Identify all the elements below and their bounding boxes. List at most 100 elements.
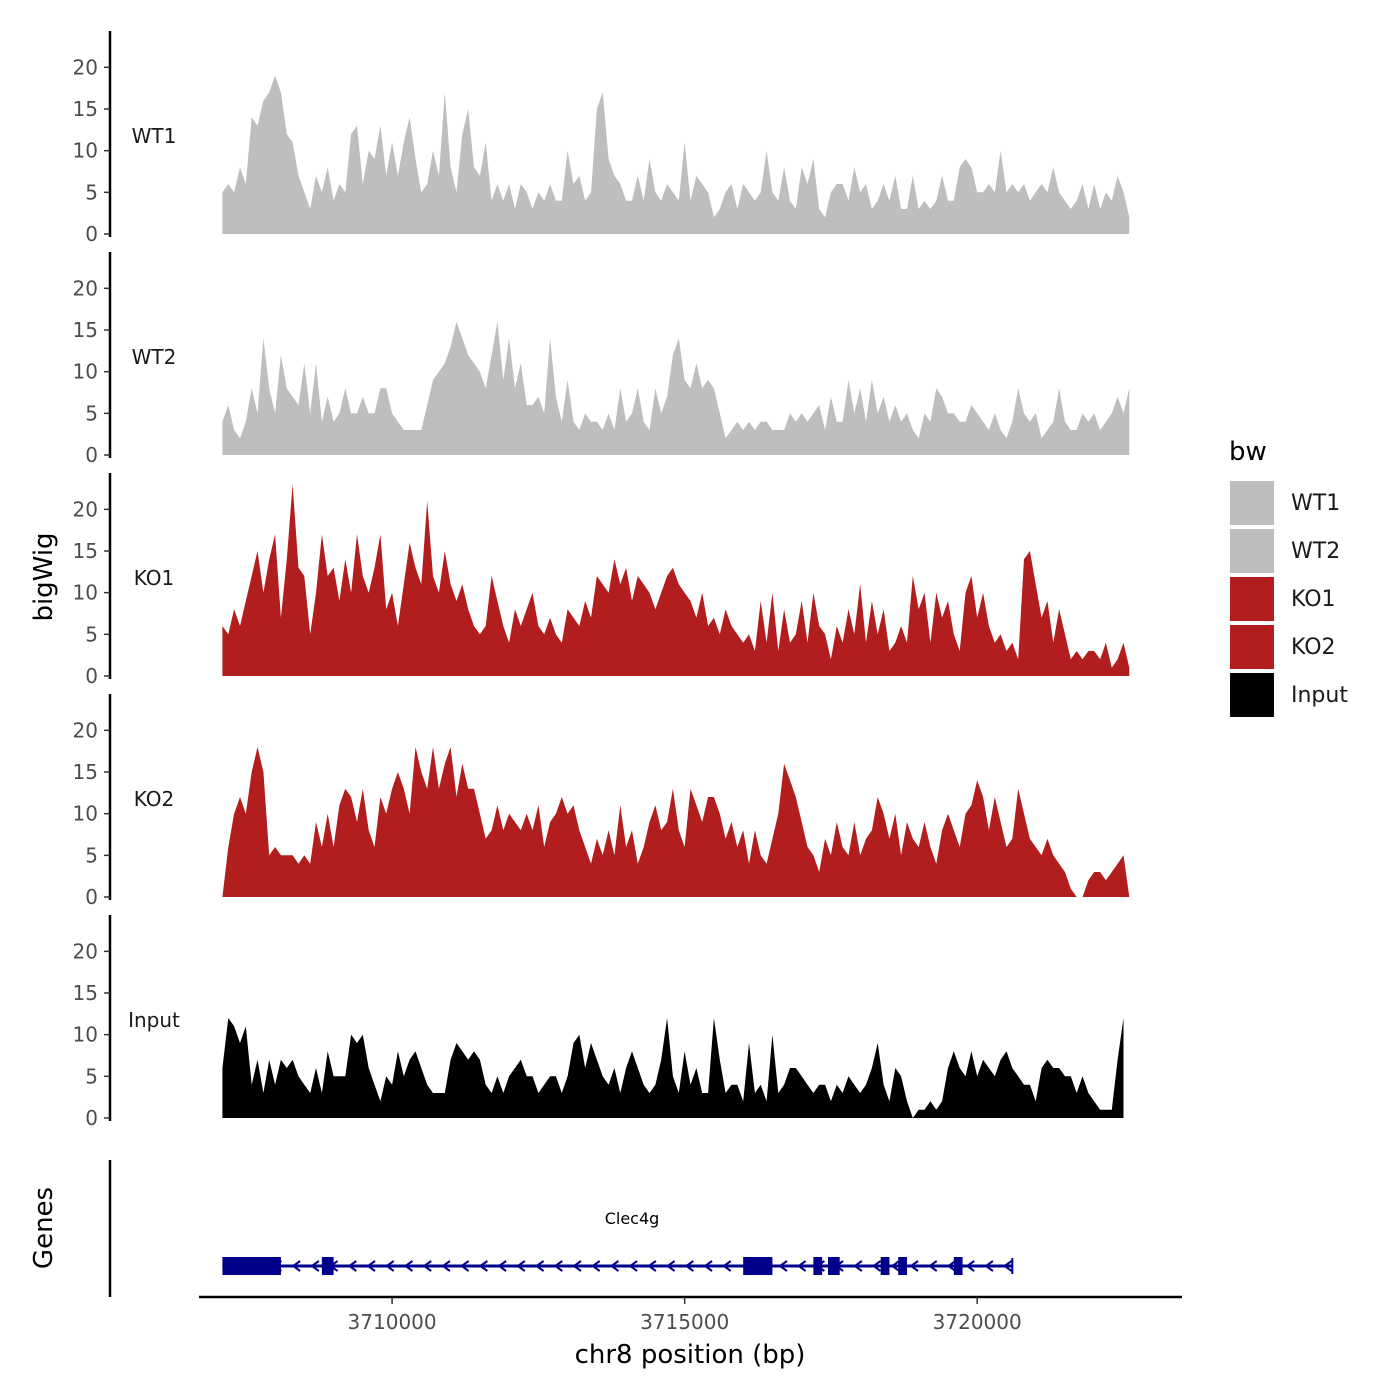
y-tick-label-wt1-15: 15 — [73, 97, 98, 121]
track-label-wt2: WT2 — [132, 345, 177, 369]
strand-arrow — [422, 1260, 432, 1272]
track-ko2: 0 5 10 15 20 KO2 — [73, 694, 1130, 909]
strand-arrow — [403, 1260, 414, 1272]
strand-arrow — [965, 1260, 975, 1272]
genes-axis-title: Genes — [29, 1187, 59, 1269]
y-tick-label-ko2-10: 10 — [73, 802, 98, 826]
exon-1 — [222, 1257, 281, 1275]
strand-arrow — [310, 1260, 320, 1272]
strand-arrow — [984, 1260, 994, 1272]
x-tick-label-3715000: 3715000 — [640, 1310, 729, 1334]
y-tick-label-ko1-10: 10 — [73, 581, 98, 605]
strand-arrow — [534, 1260, 545, 1272]
area-wt2 — [222, 321, 1130, 455]
y-tick-label-ko2-5: 5 — [85, 843, 98, 867]
strand-arrow — [291, 1260, 301, 1272]
strand-arrow — [572, 1260, 582, 1272]
y-tick-label-wt1-20: 20 — [73, 55, 98, 79]
strand-arrow — [853, 1260, 863, 1272]
y-tick-label-wt1-0: 0 — [85, 222, 98, 246]
strand-arrow — [1002, 1260, 1013, 1272]
legend-label-wt1: WT1 — [1291, 491, 1340, 516]
strand-arrow — [628, 1260, 638, 1272]
legend: bw WT1 WT2 KO1 KO2 Input — [1228, 437, 1348, 719]
legend-label-wt2: WT2 — [1291, 539, 1340, 564]
gene-track: Genes Clec4g — [29, 1160, 1014, 1297]
y-axis-title: bigWig — [29, 532, 59, 621]
legend-swatch-wt1 — [1228, 479, 1276, 527]
strand-arrow — [366, 1260, 376, 1272]
strand-arrow — [647, 1260, 657, 1272]
track-wt1: 0 5 10 15 20 WT1 — [73, 31, 1130, 246]
gene-model — [222, 1257, 1014, 1275]
legend-label-input: Input — [1291, 683, 1348, 708]
x-tick-label-3710000: 3710000 — [348, 1310, 437, 1334]
area-wt1 — [222, 75, 1130, 234]
y-tick-label-input-10: 10 — [73, 1023, 98, 1047]
y-tick-label-wt2-15: 15 — [73, 318, 98, 342]
area-input — [222, 1018, 1124, 1118]
exon-3 — [743, 1257, 773, 1275]
strand-arrow — [459, 1260, 470, 1272]
track-wt2: 0 5 10 15 20 WT2 — [73, 252, 1130, 467]
legend-label-ko1: KO1 — [1291, 587, 1336, 612]
y-tick-label-input-0: 0 — [85, 1106, 98, 1130]
y-tick-label-wt2-20: 20 — [73, 276, 98, 300]
y-tick-label-input-15: 15 — [73, 981, 98, 1005]
strand-arrow — [928, 1260, 938, 1272]
strand-arrow — [665, 1260, 676, 1272]
strand-arrow — [722, 1260, 732, 1272]
strand-arrow — [778, 1260, 788, 1272]
x-axis: 3710000 3715000 3720000 chr8 position (bp) — [199, 1295, 1182, 1370]
strand-arrow — [497, 1260, 507, 1272]
legend-entries: WT1 WT2 KO1 KO2 Input — [1228, 479, 1348, 719]
gene-name-label: Clec4g — [605, 1209, 660, 1228]
y-tick-label-ko2-0: 0 — [85, 885, 98, 909]
strand-arrow — [871, 1260, 882, 1272]
strand-arrow — [478, 1260, 488, 1272]
area-ko1 — [222, 484, 1130, 676]
y-tick-label-ko1-5: 5 — [85, 622, 98, 646]
strand-arrow — [385, 1260, 395, 1272]
exon-2 — [321, 1257, 334, 1275]
exon-7 — [898, 1257, 907, 1275]
x-axis-ticks: 3710000 3715000 3720000 — [348, 1297, 1022, 1334]
exon-5 — [828, 1257, 840, 1275]
strand-arrow — [516, 1260, 526, 1272]
strand-arrow — [590, 1260, 601, 1272]
exon-4 — [813, 1257, 823, 1275]
strand-arrow — [796, 1260, 807, 1272]
y-tick-label-ko2-15: 15 — [73, 760, 98, 784]
y-tick-label-ko1-20: 20 — [73, 497, 98, 521]
strand-arrow — [441, 1260, 451, 1272]
strand-arrow — [890, 1260, 900, 1272]
track-label-ko2: KO2 — [134, 787, 175, 811]
strand-arrow — [703, 1260, 713, 1272]
exon-8 — [953, 1257, 963, 1275]
y-tick-label-wt2-0: 0 — [85, 443, 98, 467]
y-tick-label-wt1-5: 5 — [85, 180, 98, 204]
track-input: 0 5 10 15 20 Input — [73, 915, 1124, 1130]
y-tick-label-input-20: 20 — [73, 939, 98, 963]
legend-swatch-wt2 — [1228, 527, 1276, 575]
y-tick-label-input-5: 5 — [85, 1064, 98, 1088]
strand-arrow — [684, 1260, 694, 1272]
area-ko2 — [222, 747, 1130, 897]
legend-swatch-ko1 — [1228, 575, 1276, 623]
track-ko1: 0 5 10 15 20 KO1 — [73, 473, 1130, 688]
x-axis-title: chr8 position (bp) — [575, 1340, 806, 1370]
track-label-ko1: KO1 — [134, 566, 175, 590]
y-tick-label-wt2-5: 5 — [85, 401, 98, 425]
x-tick-label-3720000: 3720000 — [933, 1310, 1022, 1334]
legend-swatch-input — [1228, 671, 1276, 719]
y-tick-label-ko2-20: 20 — [73, 718, 98, 742]
y-tick-label-wt2-10: 10 — [73, 360, 98, 384]
strand-arrow — [946, 1260, 957, 1272]
track-label-input: Input — [128, 1008, 180, 1032]
legend-swatch-ko2 — [1228, 623, 1276, 671]
strand-arrow — [347, 1260, 357, 1272]
legend-title: bw — [1229, 437, 1267, 467]
track-panels: 0 5 10 15 20 WT1 0 5 10 15 20 WT2 0 5 10 15 20 KO1 0 5 10 15 2… — [73, 31, 1130, 1130]
legend-label-ko2: KO2 — [1291, 635, 1336, 660]
